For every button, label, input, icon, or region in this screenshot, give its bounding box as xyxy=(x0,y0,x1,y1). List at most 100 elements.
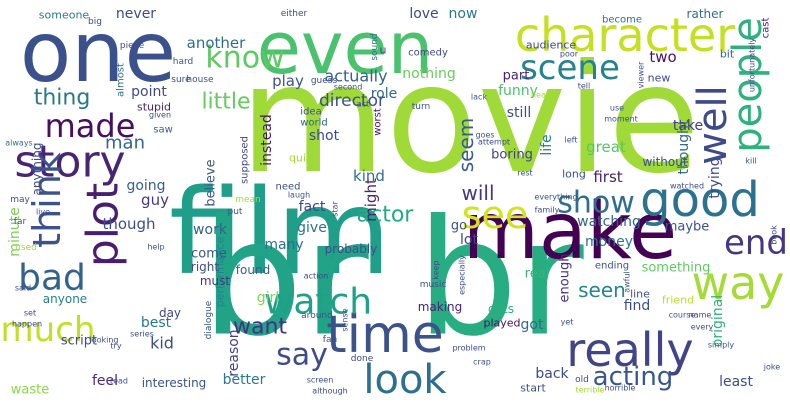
word-work: work xyxy=(193,222,228,238)
word-may: may xyxy=(10,195,30,205)
word-made: made xyxy=(45,107,136,145)
word-seem: seem xyxy=(454,118,478,173)
word-world: world xyxy=(300,118,328,129)
word-actually: actually xyxy=(324,67,387,86)
word-audience: audience xyxy=(526,39,577,52)
word-girl: girl xyxy=(257,290,279,306)
word-action: action xyxy=(304,272,329,281)
word-people: people xyxy=(725,17,771,153)
word-viewer: viewer xyxy=(637,61,646,88)
word-family: family xyxy=(535,206,560,215)
word-still: still xyxy=(507,105,531,121)
word-guess: guess xyxy=(311,76,338,86)
word-sense: sense xyxy=(341,308,350,331)
word-laugh: laugh xyxy=(288,191,310,200)
word-terrible: terrible xyxy=(576,386,605,395)
word-sound: sound xyxy=(370,33,380,60)
word-line: line xyxy=(630,288,650,301)
word-problem: problem xyxy=(452,344,485,353)
word-instead: instead xyxy=(259,114,275,166)
word-feel: feel xyxy=(92,373,118,389)
word-story: story xyxy=(14,137,125,188)
word-make: make xyxy=(463,187,677,277)
word-fact: fact xyxy=(299,199,326,215)
word-boring: boring xyxy=(491,148,533,163)
word-enough: enough xyxy=(558,254,573,303)
word-watch: watch xyxy=(264,282,372,323)
word-almost: almost xyxy=(116,63,127,97)
word-best: best xyxy=(141,315,172,331)
word-everything: everything xyxy=(534,193,577,202)
word-want: want xyxy=(233,315,287,340)
word-try: try xyxy=(110,342,121,351)
word-series: series xyxy=(130,330,154,339)
word-keep: keep xyxy=(432,260,441,279)
word-especially: especially xyxy=(458,255,467,295)
word-right: right xyxy=(191,260,219,274)
word-script: script xyxy=(61,334,97,349)
word-br: br xyxy=(416,185,584,372)
word-anyone: anyone xyxy=(43,292,87,306)
word-crap: crap xyxy=(473,358,491,367)
word-book: book xyxy=(770,225,779,245)
word-though: though xyxy=(102,215,155,233)
word-done: done xyxy=(351,354,374,364)
word-far: far xyxy=(14,217,27,227)
word-watching: watching xyxy=(577,214,641,230)
word-screen: screen xyxy=(307,376,334,385)
word-set: set xyxy=(24,309,36,318)
word-better: better xyxy=(223,372,266,388)
word-really: really xyxy=(566,323,693,377)
word-hard: hard xyxy=(173,57,193,67)
word-house: house xyxy=(186,75,214,85)
word-time: time xyxy=(326,305,443,365)
word-love: love xyxy=(409,6,438,22)
word-given: given xyxy=(149,111,171,120)
word-u: u xyxy=(380,44,387,57)
word-waste: waste xyxy=(11,383,49,398)
word-well: well xyxy=(690,85,736,165)
word-got: got xyxy=(521,317,544,333)
word-end: end xyxy=(724,223,788,263)
word-rest: rest xyxy=(517,169,532,178)
word-said: said xyxy=(15,284,31,293)
word-comedy: comedy xyxy=(408,48,448,59)
word-music: music xyxy=(420,280,447,290)
word-piece: piece xyxy=(120,41,145,51)
word-seen: seen xyxy=(578,278,626,302)
word-acting: acting xyxy=(593,362,674,392)
word-maybe: maybe xyxy=(665,220,710,235)
word-good: good xyxy=(640,172,760,228)
word-attempt: attempt xyxy=(478,138,510,147)
word-long: long xyxy=(562,168,586,181)
word-joke: joke xyxy=(763,363,780,372)
word-think: think xyxy=(25,152,69,248)
word-trying: trying xyxy=(707,157,723,198)
word-goes: goes xyxy=(475,131,494,140)
word-looking: looking xyxy=(89,336,118,345)
word-go: go xyxy=(451,219,467,234)
word-show: show xyxy=(557,186,635,221)
word-say: say xyxy=(276,338,328,373)
word-gets: gets xyxy=(488,302,514,316)
word-role: role xyxy=(371,86,398,102)
word-fan: fan xyxy=(323,335,337,345)
word-act: act xyxy=(357,100,369,109)
word-character: character xyxy=(515,8,735,62)
word-believe: believe xyxy=(204,159,219,206)
word-back: back xyxy=(535,366,569,382)
word-must: must xyxy=(200,274,231,288)
word-movie: movie xyxy=(240,33,701,207)
word-look: look xyxy=(363,357,447,403)
word-tell: tell xyxy=(578,82,591,91)
word-take: take xyxy=(673,118,703,134)
word-supposed: supposed xyxy=(240,136,251,184)
word-kind: kind xyxy=(353,167,385,185)
word-found: found xyxy=(236,263,270,277)
word-moment: moment xyxy=(604,115,638,124)
word-star: star xyxy=(331,201,340,217)
word-something: something xyxy=(642,261,711,276)
word-one: one xyxy=(20,3,176,101)
